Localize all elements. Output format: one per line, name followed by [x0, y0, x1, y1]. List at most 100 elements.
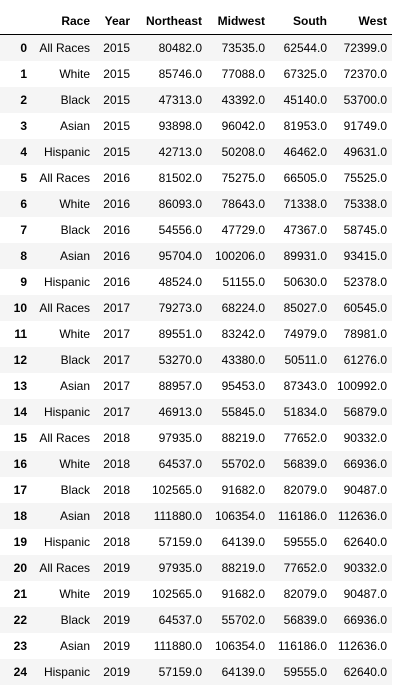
cell-south: 62544.0	[283, 41, 327, 55]
cell-west: 66936.0	[343, 613, 387, 627]
column-header-year: Year	[95, 8, 135, 35]
cell-race: Hispanic	[43, 535, 90, 549]
cell-race: All Races	[39, 171, 90, 185]
cell-south: 56839.0	[283, 613, 327, 627]
table-row: 2 Black 2015 47313.0 43392.0 45140.0 53700.0	[0, 87, 392, 113]
cell-midwest: 91682.0	[221, 587, 265, 601]
cell-west: 112636.0	[337, 509, 387, 523]
cell-south: 74979.0	[283, 327, 327, 341]
cell-northeast: 93898.0	[158, 119, 202, 133]
cell-midwest: 55845.0	[221, 405, 265, 419]
cell-race: Hispanic	[43, 665, 90, 679]
cell-year: 2018	[103, 509, 130, 523]
cell-south: 71338.0	[283, 197, 327, 211]
cell-south: 116186.0	[277, 509, 327, 523]
row-index: 24	[13, 665, 27, 679]
cell-race: White	[59, 67, 90, 81]
cell-midwest: 55702.0	[221, 613, 265, 627]
cell-year: 2015	[103, 93, 130, 107]
cell-west: 72399.0	[343, 41, 387, 55]
cell-northeast: 47313.0	[158, 93, 202, 107]
row-index: 6	[20, 197, 27, 211]
cell-midwest: 83242.0	[221, 327, 265, 341]
cell-northeast: 79273.0	[158, 301, 202, 315]
cell-south: 50630.0	[283, 275, 327, 289]
cell-year: 2017	[103, 301, 130, 315]
cell-year: 2015	[103, 41, 130, 55]
cell-northeast: 88957.0	[158, 379, 202, 393]
cell-race: Asian	[59, 379, 90, 393]
cell-west: 60545.0	[343, 301, 387, 315]
cell-midwest: 96042.0	[221, 119, 265, 133]
cell-west: 75525.0	[343, 171, 387, 185]
cell-northeast: 102565.0	[151, 483, 202, 497]
row-index: 9	[20, 275, 27, 289]
cell-race: All Races	[39, 561, 90, 575]
cell-race: Asian	[59, 509, 90, 523]
cell-midwest: 64139.0	[221, 665, 265, 679]
row-index: 5	[20, 171, 27, 185]
cell-year: 2015	[103, 67, 130, 81]
cell-northeast: 64537.0	[158, 613, 202, 627]
cell-midwest: 47729.0	[221, 223, 265, 237]
cell-west: 78981.0	[343, 327, 387, 341]
row-index: 11	[14, 327, 27, 341]
cell-west: 100992.0	[336, 379, 387, 393]
column-header-west: West	[332, 8, 392, 35]
cell-northeast: 97935.0	[158, 431, 202, 445]
cell-northeast: 89551.0	[158, 327, 202, 341]
cell-northeast: 57159.0	[158, 535, 202, 549]
cell-west: 90332.0	[343, 431, 387, 445]
cell-race: Asian	[59, 119, 90, 133]
cell-year: 2016	[103, 275, 130, 289]
cell-south: 56839.0	[283, 457, 327, 471]
table-row: 20 All Races 2019 97935.0 88219.0 77652.0 9033…	[0, 555, 392, 581]
cell-west: 112636.0	[337, 639, 387, 653]
cell-midwest: 100206.0	[214, 249, 265, 263]
table-row: 7 Black 2016 54556.0 47729.0 47367.0 58745.0	[0, 217, 392, 243]
cell-year: 2018	[103, 483, 130, 497]
cell-midwest: 51155.0	[222, 275, 266, 289]
cell-year: 2015	[103, 145, 130, 159]
row-index: 23	[13, 639, 27, 653]
cell-west: 75338.0	[343, 197, 387, 211]
cell-midwest: 73535.0	[221, 41, 265, 55]
row-index: 20	[13, 561, 27, 575]
header-row: Race Year Northeast Midwest South West	[0, 8, 392, 35]
cell-northeast: 95704.0	[158, 249, 202, 263]
table-row: 19 Hispanic 2018 57159.0 64139.0 59555.0 62640…	[0, 529, 392, 555]
cell-south: 81953.0	[283, 119, 327, 133]
cell-midwest: 88219.0	[221, 561, 265, 575]
cell-year: 2016	[103, 223, 130, 237]
cell-south: 47367.0	[283, 223, 327, 237]
cell-race: Hispanic	[43, 145, 90, 159]
table-row: 11 White 2017 89551.0 83242.0 74979.0 78981.0	[0, 321, 392, 347]
cell-race: White	[59, 587, 90, 601]
table-row: 15 All Races 2018 97935.0 88219.0 77652.0 9033…	[0, 425, 392, 451]
table-row: 3 Asian 2015 93898.0 96042.0 81953.0 91749.0	[0, 113, 392, 139]
row-index: 8	[20, 249, 27, 263]
cell-northeast: 64537.0	[158, 457, 202, 471]
row-index: 13	[13, 379, 27, 393]
row-index: 15	[13, 431, 27, 445]
cell-south: 82079.0	[283, 587, 327, 601]
table-row: 21 White 2019 102565.0 91682.0 82079.0 90487.0	[0, 581, 392, 607]
cell-west: 52378.0	[343, 275, 387, 289]
cell-northeast: 54556.0	[158, 223, 202, 237]
cell-race: Black	[60, 483, 90, 497]
cell-year: 2018	[103, 431, 130, 445]
cell-midwest: 95453.0	[221, 379, 265, 393]
cell-race: White	[59, 327, 90, 341]
cell-race: Black	[60, 223, 90, 237]
cell-year: 2017	[103, 327, 130, 341]
cell-south: 67325.0	[283, 67, 327, 81]
cell-year: 2017	[103, 405, 130, 419]
cell-race: White	[59, 457, 90, 471]
cell-west: 72370.0	[343, 67, 387, 81]
table-body: 0 All Races 2015 80482.0 73535.0 62544.0 72399…	[0, 34, 392, 685]
row-index: 12	[13, 353, 27, 367]
cell-northeast: 53270.0	[158, 353, 202, 367]
cell-west: 91749.0	[343, 119, 387, 133]
table-row: 6 White 2016 86093.0 78643.0 71338.0 75338.0	[0, 191, 392, 217]
table-row: 8 Asian 2016 95704.0 100206.0 89931.0 93415.0	[0, 243, 392, 269]
